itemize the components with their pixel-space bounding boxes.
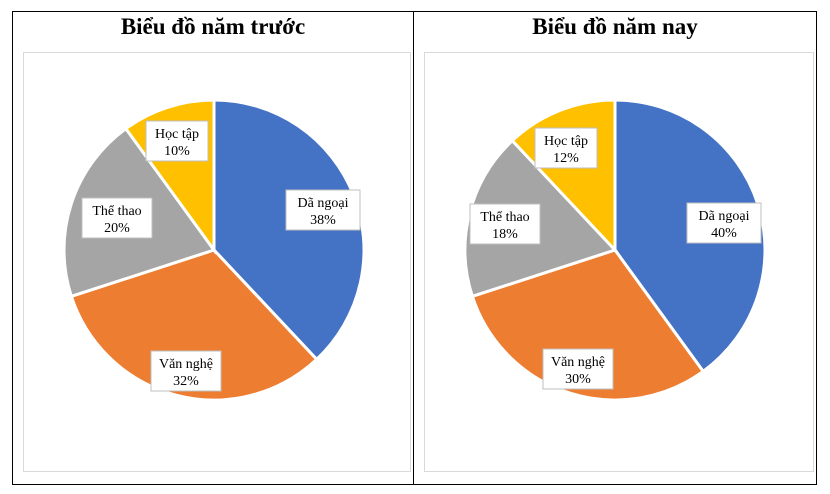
slice-percent-label: 40% — [711, 226, 737, 241]
pie-slice-2 — [470, 248, 706, 402]
slice-category-label: Dã ngoại — [699, 209, 750, 224]
data-label-box — [145, 120, 209, 162]
data-label-3: Thể thao 20% — [81, 197, 153, 239]
slice-category-label: Học tập — [544, 134, 588, 149]
slice-category-label: Dã ngoại — [298, 196, 349, 211]
slice-percent-label: 32% — [173, 374, 199, 389]
plot-area-this-year: Dã ngoại 40% Văn nghệ 30% Thể thao 18% Học tập… — [424, 52, 814, 472]
slice-category-label: Thể thao — [92, 204, 141, 219]
data-label-box — [285, 189, 361, 231]
slice-percent-label: 18% — [492, 227, 518, 242]
pie-slice-2 — [69, 248, 319, 402]
column-divider — [413, 11, 414, 485]
table-frame — [12, 11, 817, 485]
slice-percent-label: 38% — [310, 213, 336, 228]
pie-chart-this-year: Dã ngoại 40% Văn nghệ 30% Thể thao 18% Học tập… — [463, 98, 767, 402]
chart-title-this-year: Biểu đồ năm nay — [532, 14, 698, 39]
data-label-2: Văn nghệ 30% — [542, 348, 614, 390]
chart-panel-this-year: Biểu đồ năm nay Dã ngoại 40% Văn nghệ 30% Th… — [414, 12, 816, 484]
data-label-1: Dã ngoại 38% — [285, 189, 361, 231]
data-label-2: Văn nghệ 32% — [150, 350, 222, 392]
data-label-4: Học tập 10% — [145, 120, 209, 162]
chart-title-last-year: Biểu đồ năm trước — [120, 14, 306, 39]
chart-panel-last-year: Biểu đồ năm trước Dã ngoại 38% Văn nghệ 32%… — [13, 12, 413, 484]
data-label-box — [150, 350, 222, 392]
slice-category-label: Văn nghệ — [551, 355, 605, 370]
data-label-box — [81, 197, 153, 239]
data-label-box — [686, 202, 762, 244]
data-label-3: Thể thao 18% — [469, 203, 541, 245]
data-label-1: Dã ngoại 40% — [686, 202, 762, 244]
slice-percent-label: 20% — [104, 221, 130, 236]
pie-chart-last-year: Dã ngoại 38% Văn nghệ 32% Thể thao 20% Học tập… — [62, 98, 366, 402]
data-label-box — [542, 348, 614, 390]
slice-category-label: Thể thao — [480, 210, 529, 225]
slice-percent-label: 10% — [164, 144, 190, 159]
data-label-box — [534, 127, 598, 169]
plot-area-last-year: Dã ngoại 38% Văn nghệ 32% Thể thao 20% Học tập… — [23, 52, 411, 472]
slice-category-label: Văn nghệ — [159, 357, 213, 372]
data-label-4: Học tập 12% — [534, 127, 598, 169]
slice-category-label: Học tập — [155, 127, 199, 142]
slice-percent-label: 30% — [565, 372, 591, 387]
data-label-box — [469, 203, 541, 245]
slice-percent-label: 12% — [553, 151, 579, 166]
